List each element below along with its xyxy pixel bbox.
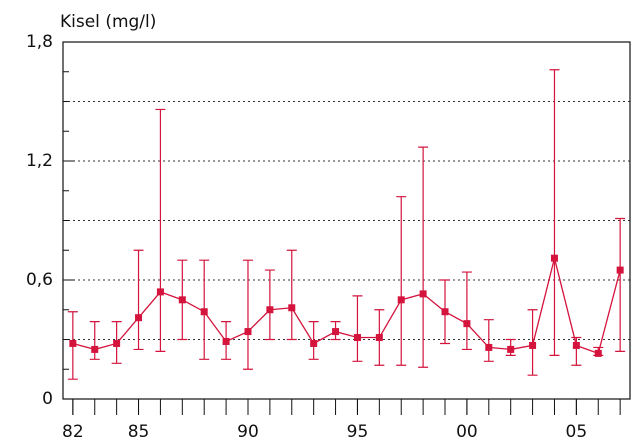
error-bar [264, 269, 275, 341]
data-point [222, 337, 230, 345]
data-point [288, 304, 296, 312]
error-bar [549, 69, 560, 356]
data-point [463, 320, 471, 328]
data-point [594, 349, 602, 357]
data-point [550, 254, 558, 262]
error-bar [242, 259, 253, 370]
error-bar [571, 336, 582, 366]
error-bar [352, 295, 363, 362]
error-bar [418, 146, 429, 368]
error-bar [286, 249, 297, 341]
data-point [200, 308, 208, 316]
data-point [91, 345, 99, 353]
data-point [266, 306, 274, 314]
y-tick-label: 1,2 [26, 151, 53, 171]
x-tick-label: 82 [62, 422, 84, 442]
data-point [397, 296, 405, 304]
x-tick-label: 90 [237, 422, 259, 442]
error-bar [89, 321, 100, 360]
data-point [113, 339, 121, 347]
data-point [419, 290, 427, 298]
data-point [310, 339, 318, 347]
error-bar [483, 319, 494, 362]
y-tick-label: 0 [42, 389, 53, 409]
data-point [156, 288, 164, 296]
data-point [529, 341, 537, 349]
error-bar [461, 271, 472, 351]
y-tick-label: 0,6 [26, 270, 53, 290]
data-point [441, 308, 449, 316]
data-point [572, 341, 580, 349]
data-point [616, 266, 624, 274]
data-point [507, 345, 515, 353]
data-line [72, 258, 621, 355]
data-point [375, 334, 383, 342]
error-bar [133, 249, 144, 351]
x-tick-label: 85 [128, 422, 150, 442]
x-tick-label: 05 [566, 422, 588, 442]
data-point [332, 328, 340, 336]
error-bar [615, 217, 626, 352]
data-point [353, 334, 361, 342]
chart-title: Kisel (mg/l) [60, 12, 156, 32]
error-bar [396, 196, 407, 366]
data-point [244, 328, 252, 336]
data-point [135, 314, 143, 322]
data-point [69, 339, 77, 347]
data-point [485, 343, 493, 351]
error-bar [155, 108, 166, 352]
data-point [178, 296, 186, 304]
y-tick-label: 1,8 [26, 32, 53, 52]
x-tick-label: 95 [347, 422, 369, 442]
x-tick-label: 00 [456, 422, 478, 442]
